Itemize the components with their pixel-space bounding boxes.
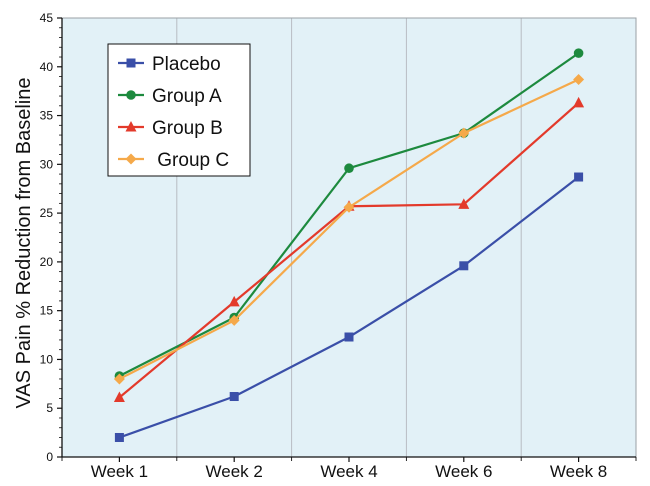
- legend-marker: [125, 121, 137, 132]
- x-tick-label: Week 2: [206, 462, 263, 481]
- y-tick-label: 0: [46, 450, 53, 464]
- data-point: [228, 295, 240, 307]
- legend-item: Group A: [118, 86, 222, 107]
- legend-label: Placebo: [152, 54, 221, 75]
- y-tick-label: 15: [40, 304, 54, 318]
- data-point: [113, 373, 125, 385]
- data-point: [458, 198, 470, 209]
- data-point: [573, 96, 585, 108]
- data-point: [229, 392, 239, 402]
- legend-marker: [126, 58, 136, 68]
- data-point: [573, 73, 585, 85]
- data-point: [228, 314, 240, 326]
- legend-item: Group C: [118, 150, 229, 171]
- y-tick-label: 40: [40, 60, 54, 74]
- y-tick-label: 5: [46, 401, 53, 415]
- data-point: [343, 201, 355, 213]
- data-point: [114, 432, 124, 442]
- legend-marker: [126, 90, 136, 100]
- y-tick-label: 25: [40, 206, 54, 220]
- y-axis-label: VAS Pain % Reduction from Baseline: [13, 78, 35, 409]
- data-point: [459, 261, 469, 271]
- legend-item: Placebo: [118, 54, 221, 75]
- legend-marker: [125, 153, 137, 165]
- y-tick-label: 45: [40, 11, 54, 25]
- series-4: [113, 73, 585, 385]
- legend-item: Group B: [118, 118, 223, 139]
- x-tick-label: Week 6: [435, 462, 492, 481]
- data-point: [458, 127, 470, 139]
- legend-label: Group B: [152, 118, 223, 139]
- legend-label: Group A: [152, 86, 222, 107]
- y-tick-label: 10: [40, 352, 54, 366]
- data-point: [344, 332, 354, 342]
- y-tick-label: 30: [40, 157, 54, 171]
- data-point: [113, 391, 125, 402]
- y-tick-label: 35: [40, 109, 54, 123]
- x-tick-label: Week 8: [550, 462, 607, 481]
- series-1: [114, 172, 584, 442]
- data-point: [574, 172, 584, 182]
- x-tick-label: Week 1: [91, 462, 148, 481]
- legend-label: Group C: [152, 150, 229, 171]
- data-point: [573, 48, 584, 58]
- data-point: [344, 163, 354, 174]
- y-tick-label: 20: [40, 255, 54, 269]
- x-tick-label: Week 4: [320, 462, 377, 481]
